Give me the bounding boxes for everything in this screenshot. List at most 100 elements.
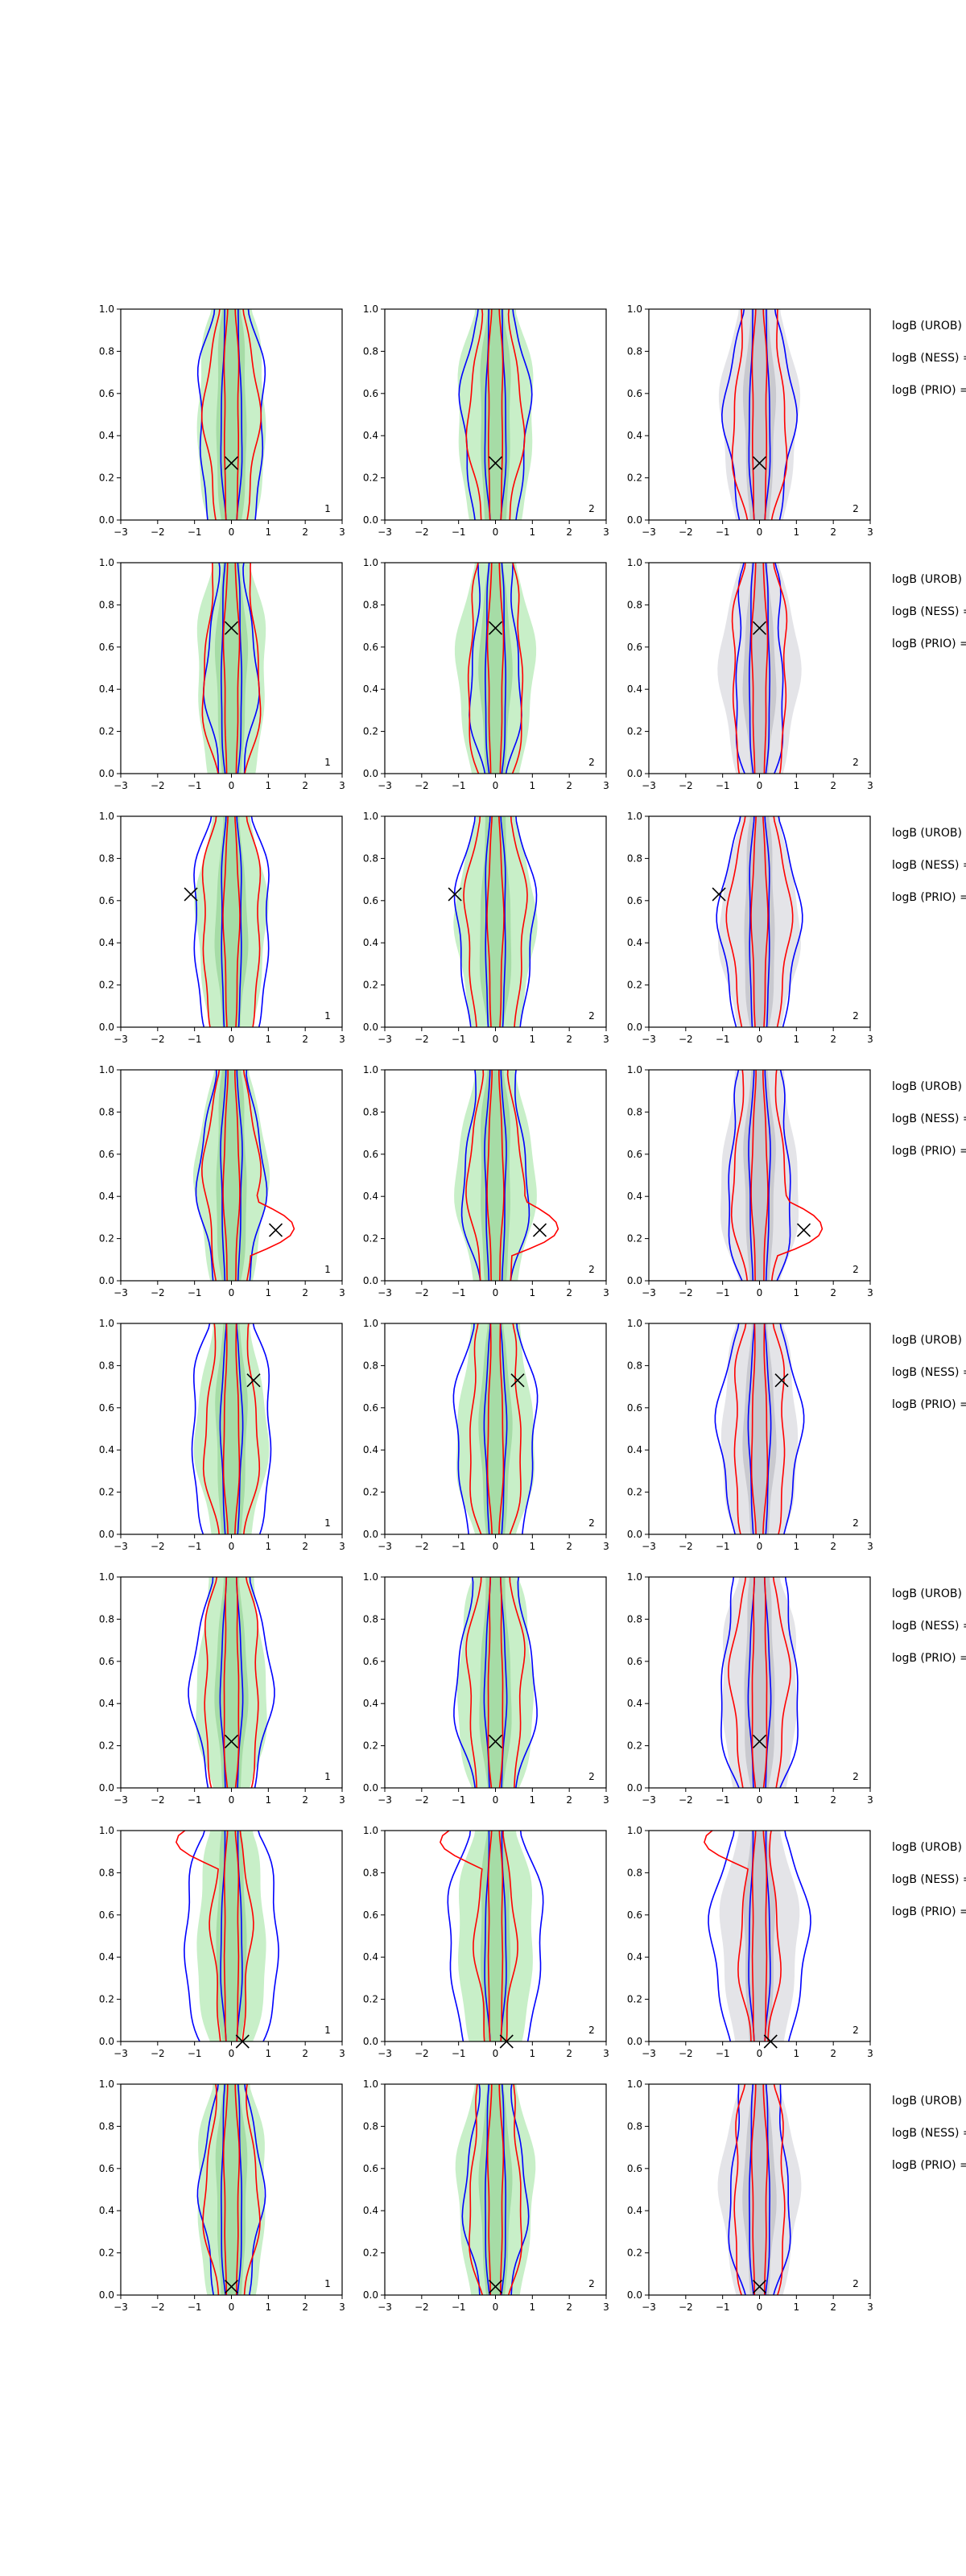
y-tick-label: 0.6 — [363, 1909, 378, 1921]
x-tick-label: −2 — [151, 1794, 165, 1806]
x-tick-label: −2 — [151, 1287, 165, 1298]
row-side-labels-3: logB (UROB) = logB (NESS) = logB (PRIO) = — [892, 827, 966, 904]
y-tick-label: 0.0 — [99, 2036, 114, 2047]
contour-red-inner — [750, 563, 769, 774]
contour-red-inner — [486, 2084, 505, 2295]
panel-tag: 1 — [324, 757, 331, 768]
contour-blue-inner — [219, 1577, 244, 1788]
y-tick-label: 0.0 — [99, 1782, 114, 1794]
y-tick-label: 0.2 — [363, 1994, 378, 2005]
panel-tag: 2 — [852, 757, 859, 768]
contour-blue-inner — [485, 563, 506, 774]
contour-red-outer — [201, 563, 262, 774]
x-tick-label: −3 — [378, 2048, 392, 2059]
y-tick-label: 0.2 — [363, 726, 378, 737]
y-tick-label: 0.2 — [627, 726, 642, 737]
contour-blue-outer — [447, 1831, 544, 2041]
y-tick-label: 0.2 — [627, 980, 642, 991]
contour-blue-outer — [184, 1831, 279, 2041]
y-tick-label: 0.0 — [363, 1275, 378, 1286]
panel-tag: 1 — [324, 1264, 331, 1275]
x-tick-label: 2 — [566, 526, 572, 538]
x-tick-label: −3 — [642, 1794, 656, 1806]
y-tick-label: 1.0 — [99, 2079, 114, 2090]
y-tick-label: 0.8 — [363, 1867, 378, 1878]
x-tick-label: 0 — [229, 780, 235, 791]
contour-blue-outer — [714, 1323, 805, 1534]
x-tick-label: 3 — [339, 780, 345, 791]
y-tick-label: 0.2 — [627, 1487, 642, 1498]
y-tick-label: 0.6 — [627, 642, 642, 653]
x-tick-label: 2 — [566, 2048, 572, 2059]
row-side-labels-7: logB (UROB) = logB (NESS) = logB (PRIO) = — [892, 1841, 966, 1918]
panel-tag: 2 — [852, 503, 859, 514]
contour-red-inner — [751, 1831, 768, 2041]
x-tick-label: 0 — [757, 1541, 763, 1552]
y-tick-label: 0.0 — [99, 1022, 114, 1033]
x-tick-label: −3 — [378, 1287, 392, 1298]
contour-red-outer — [469, 1323, 522, 1534]
y-tick-label: 0.2 — [627, 473, 642, 484]
y-tick-label: 0.6 — [99, 895, 114, 906]
x-tick-label: −1 — [188, 2048, 202, 2059]
x-tick-label: 3 — [339, 1541, 345, 1552]
x-tick-label: −3 — [114, 780, 128, 791]
x-tick-label: −3 — [642, 1287, 656, 1298]
contour-blue-inner — [220, 1831, 243, 2041]
contour-blue-inner — [484, 1831, 507, 2041]
true-value-marker — [488, 456, 503, 470]
panel-r1-c1: −3 −2 −1 0 1 2 3 0.0 0.2 0.4 0.6 0.8 1.0 1 — [99, 303, 345, 538]
x-tick-label: 2 — [830, 1794, 836, 1806]
x-tick-label: 1 — [266, 780, 272, 791]
x-tick-label: −2 — [415, 1287, 429, 1298]
x-tick-label: −1 — [452, 1287, 466, 1298]
contour-red-outer — [201, 816, 262, 1027]
x-tick-label: −3 — [114, 1794, 128, 1806]
contour-red-inner — [222, 1323, 241, 1534]
true-value-marker — [224, 621, 239, 635]
true-value-marker — [448, 887, 462, 902]
x-tick-label: 1 — [266, 1287, 272, 1298]
panel-r7-c2: −3 −2 −1 0 1 2 3 0.0 0.2 0.4 0.6 0.8 1.0 2 — [363, 1825, 609, 2059]
y-tick-label: 0.2 — [99, 1487, 114, 1498]
y-tick-label: 0.2 — [363, 1740, 378, 1752]
x-tick-label: −2 — [151, 526, 165, 538]
x-tick-label: 0 — [757, 1794, 763, 1806]
x-tick-label: 0 — [493, 780, 499, 791]
panel-tag: 1 — [324, 1517, 331, 1529]
contour-blue-inner — [484, 309, 507, 520]
x-tick-label: −2 — [151, 1541, 165, 1552]
panel-r5-c2: −3 −2 −1 0 1 2 3 0.0 0.2 0.4 0.6 0.8 1.0 2 — [363, 1318, 609, 1552]
y-tick-label: 0.6 — [627, 1402, 642, 1414]
y-tick-label: 1.0 — [627, 1825, 642, 1836]
side-label: logB (NESS) = — [892, 859, 966, 872]
panel-r8-c1: −3 −2 −1 0 1 2 3 0.0 0.2 0.4 0.6 0.8 1.0 1 — [99, 2079, 345, 2313]
x-tick-label: 2 — [566, 1541, 572, 1552]
contour-blue-outer — [460, 1070, 530, 1281]
row-side-labels-1: logB (UROB) = logB (NESS) = logB (PRIO) = — [892, 320, 966, 397]
y-tick-label: 0.0 — [363, 2289, 378, 2301]
contour-red-outer — [465, 309, 526, 520]
x-tick-label: −1 — [716, 2048, 730, 2059]
panel-tag: 1 — [324, 1010, 331, 1022]
x-tick-label: −2 — [151, 2048, 165, 2059]
y-tick-label: 0.8 — [99, 1867, 114, 1878]
x-tick-label: 1 — [530, 780, 536, 791]
y-tick-label: 0.4 — [363, 937, 378, 948]
x-tick-label: 0 — [229, 526, 235, 538]
y-tick-label: 0.4 — [627, 2205, 642, 2216]
x-tick-label: 3 — [867, 1794, 873, 1806]
x-tick-label: −1 — [188, 1287, 202, 1298]
x-tick-label: 0 — [229, 1287, 235, 1298]
x-tick-label: −3 — [642, 526, 656, 538]
y-tick-label: 0.6 — [99, 642, 114, 653]
panel-r2-c3: −3 −2 −1 0 1 2 3 0.0 0.2 0.4 0.6 0.8 1.0 2 — [627, 557, 873, 791]
y-tick-label: 0.4 — [99, 1698, 114, 1709]
y-tick-label: 0.6 — [363, 388, 378, 399]
x-tick-label: −2 — [679, 2048, 693, 2059]
y-tick-label: 0.0 — [627, 1022, 642, 1033]
x-tick-label: 2 — [830, 780, 836, 791]
density-fill-inner — [481, 1070, 510, 1281]
y-tick-label: 0.8 — [99, 1106, 114, 1117]
panel-r5-c3: −3 −2 −1 0 1 2 3 0.0 0.2 0.4 0.6 0.8 1.0 2 — [627, 1318, 873, 1552]
